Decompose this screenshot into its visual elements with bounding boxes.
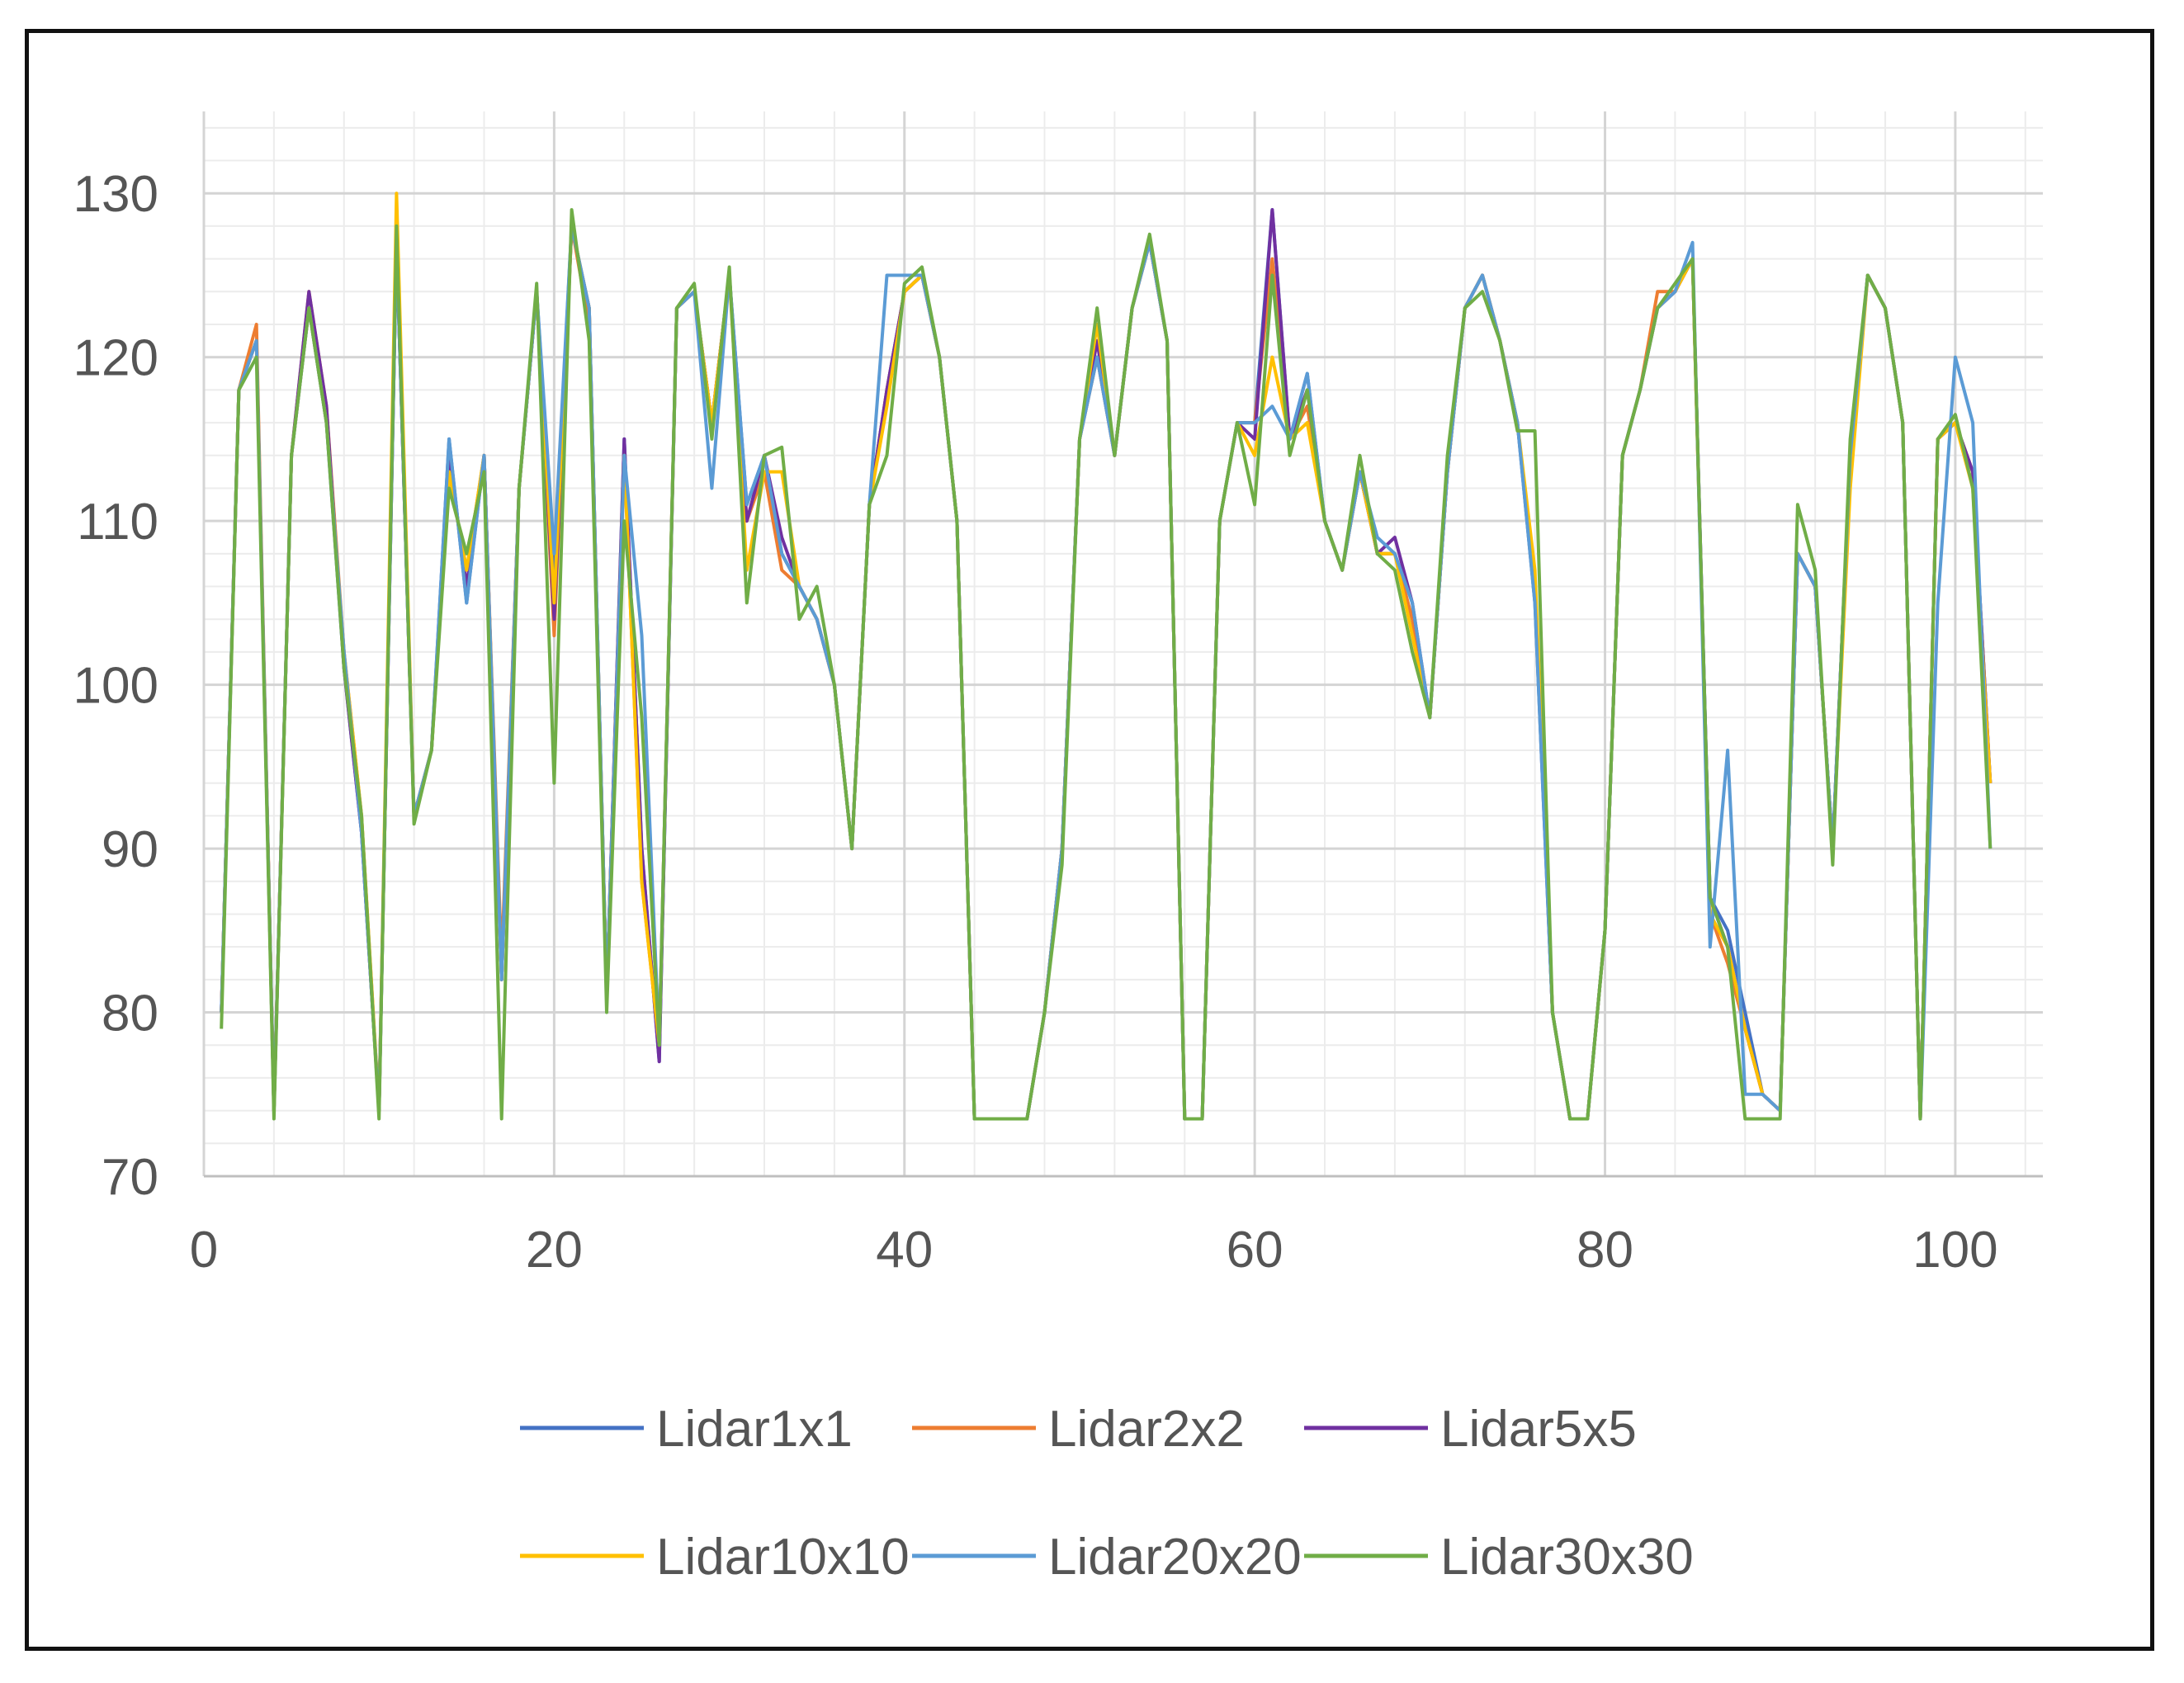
series-line-lidar30x30 [220, 208, 1993, 1121]
legend: Lidar1x1 Lidar2x2 Lidar5x5 Lidar10x10 Lidar2… [520, 1401, 1694, 1586]
series-line-lidar2x2 [220, 224, 1993, 1121]
y-tick-label: 130 [73, 166, 158, 223]
y-tick-label: 80 [102, 986, 158, 1042]
legend-label: Lidar30x30 [1440, 1529, 1694, 1586]
x-tick-label: 80 [1577, 1222, 1633, 1279]
x-axis-tick-labels: 0 20 40 60 80 100 [190, 1222, 1998, 1279]
x-tick-label: 60 [1227, 1222, 1283, 1279]
y-tick-label: 110 [77, 494, 158, 551]
legend-label: Lidar10x10 [656, 1529, 910, 1586]
minor-gridlines [203, 111, 2043, 1177]
series-lines [220, 191, 1993, 1121]
x-tick-label: 100 [1912, 1222, 1997, 1279]
chart-frame: 70 80 90 100 110 120 130 0 20 40 60 80 100 Lidar1x1… [25, 29, 2154, 1651]
legend-label: Lidar1x1 [656, 1401, 853, 1458]
major-gridlines [202, 111, 2043, 1178]
x-tick-label: 0 [190, 1222, 218, 1279]
series-line-lidar1x1 [220, 208, 1993, 1121]
series-line-lidar5x5 [220, 208, 1993, 1121]
legend-label: Lidar20x20 [1048, 1529, 1302, 1586]
y-tick-label: 90 [102, 821, 158, 878]
series-line-lidar20x20 [220, 224, 1993, 1121]
legend-item-lidar1x1: Lidar1x1 [520, 1401, 853, 1458]
y-axis-tick-labels: 70 80 90 100 110 120 130 [73, 166, 158, 1206]
y-tick-label: 70 [102, 1149, 158, 1206]
legend-label: Lidar2x2 [1048, 1401, 1245, 1458]
legend-item-lidar5x5: Lidar5x5 [1304, 1401, 1637, 1458]
line-chart: 70 80 90 100 110 120 130 0 20 40 60 80 100 Lidar1x1… [73, 111, 2043, 1586]
legend-label: Lidar5x5 [1440, 1401, 1637, 1458]
y-tick-label: 100 [73, 658, 158, 715]
legend-item-lidar2x2: Lidar2x2 [912, 1401, 1245, 1458]
legend-item-lidar20x20: Lidar20x20 [912, 1529, 1302, 1586]
x-tick-label: 20 [526, 1222, 583, 1279]
y-tick-label: 120 [73, 330, 158, 387]
legend-item-lidar10x10: Lidar10x10 [520, 1529, 910, 1586]
x-tick-label: 40 [876, 1222, 933, 1279]
legend-item-lidar30x30: Lidar30x30 [1304, 1529, 1694, 1586]
